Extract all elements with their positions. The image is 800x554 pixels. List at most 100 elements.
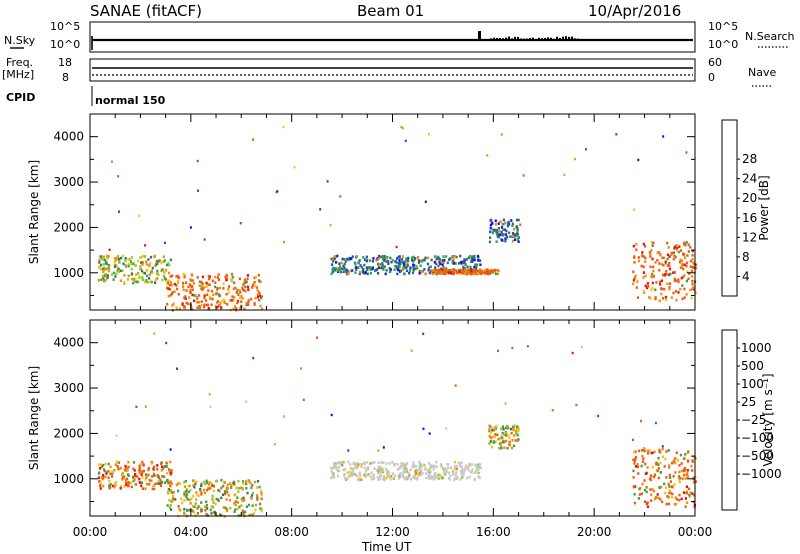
scatter-cell: [222, 506, 225, 509]
y-tick-label: 3000: [53, 175, 84, 189]
nsky-bump: [544, 38, 546, 40]
scatter-cell: [170, 283, 173, 287]
scatter-cell: [169, 471, 172, 475]
scatter-cell: [682, 267, 685, 271]
scatter-cell: [153, 465, 156, 469]
scatter-cell: [498, 233, 502, 237]
scatter-cell: [117, 175, 120, 178]
scatter-cell: [634, 465, 638, 468]
scatter-cell: [183, 499, 186, 502]
scatter-cell: [647, 452, 650, 455]
scatter-cell: [105, 472, 108, 475]
scatter-cell: [235, 307, 238, 310]
scatter-cell: [140, 484, 143, 488]
scatter-cell: [422, 463, 426, 467]
nsky-strip: N.Sky 10^5 10^0 10^5 10^0 N.Search: [4, 20, 795, 53]
scatter-cell: [650, 474, 653, 478]
scatter-cell: [651, 451, 654, 455]
scatter-cell: [502, 228, 505, 231]
scatter-cell: [397, 477, 401, 480]
scatter-cell: [336, 469, 339, 473]
scatter-cell: [449, 466, 452, 470]
scatter-cell: [242, 283, 245, 286]
colorbar-tick-label: −25: [741, 413, 766, 427]
scatter-cell: [193, 505, 196, 509]
freq-label: Freq.: [6, 56, 33, 69]
scatter-cell: [493, 426, 496, 429]
scatter-cell: [258, 485, 261, 489]
scatter-cell: [665, 450, 668, 453]
scatter-cell: [226, 483, 229, 487]
scatter-cell: [374, 269, 377, 272]
scatter-cell: [674, 255, 677, 259]
scatter-cell: [440, 463, 443, 466]
scatter-cell: [127, 278, 130, 281]
scatter-cell: [632, 469, 635, 473]
scatter-cell: [340, 261, 343, 265]
scatter-cell: [659, 280, 662, 284]
scatter-cell: [449, 257, 452, 260]
scatter-cell: [159, 478, 162, 481]
scatter-cell: [182, 281, 185, 285]
scatter-cell: [657, 251, 660, 254]
scatter-cell: [207, 483, 210, 486]
scatter-cell: [511, 346, 514, 350]
scatter-cell: [238, 289, 241, 293]
scatter-cell: [646, 282, 649, 285]
scatter-cell: [463, 470, 466, 474]
scatter-cell: [331, 475, 334, 479]
scatter-cell: [246, 277, 249, 280]
scatter-cell: [123, 485, 126, 488]
scatter-cell: [148, 478, 151, 482]
scatter-cell: [111, 475, 114, 478]
scatter-cell: [653, 450, 656, 454]
scatter-cell: [221, 493, 225, 496]
scatter-cell: [441, 268, 444, 272]
scatter-cell: [406, 264, 409, 267]
scatter-cell: [436, 270, 439, 274]
scatter-cell: [687, 243, 690, 247]
scatter-cell: [170, 292, 173, 296]
scatter-cell: [183, 490, 186, 494]
scatter-cell: [646, 286, 649, 290]
scatter-cell: [452, 257, 455, 261]
scatter-cell: [420, 270, 423, 274]
scatter-cell: [692, 476, 695, 480]
scatter-cell: [138, 276, 141, 280]
scatter-cell: [246, 274, 249, 277]
scatter-cell: [358, 471, 361, 475]
scatter-cell: [674, 503, 677, 506]
scatter-cell: [467, 271, 470, 274]
scatter-cell: [497, 227, 500, 230]
scatter-cell: [333, 463, 336, 466]
scatter-cell: [372, 477, 376, 480]
scatter-cell: [98, 463, 101, 466]
scatter-cell: [364, 271, 367, 275]
scatter-cell: [515, 218, 519, 222]
power-ylabel: Slant Range [km]: [27, 160, 41, 264]
scatter-cell: [380, 467, 383, 471]
scatter-cell: [435, 257, 438, 261]
scatter-cell: [386, 255, 389, 259]
scatter-cell: [488, 424, 491, 428]
scatter-cell: [225, 509, 228, 513]
scatter-cell: [256, 494, 259, 497]
scatter-cell: [196, 507, 199, 510]
scatter-cell: [682, 491, 685, 494]
scatter-cell: [131, 277, 134, 281]
scatter-cell: [502, 440, 505, 444]
scatter-cell: [200, 281, 203, 284]
scatter-cell: [139, 265, 142, 268]
scatter-cell: [691, 287, 694, 291]
scatter-cell: [168, 263, 171, 267]
scatter-cell: [104, 462, 107, 466]
x-tick-label: 12:00: [375, 525, 410, 539]
scatter-cell: [386, 471, 389, 475]
scatter-cell: [127, 264, 130, 268]
scatter-cell: [412, 260, 415, 263]
power-scatter: [97, 125, 697, 312]
scatter-cell: [173, 282, 176, 286]
nsky-bump: [574, 38, 576, 40]
scatter-cell: [227, 291, 230, 295]
